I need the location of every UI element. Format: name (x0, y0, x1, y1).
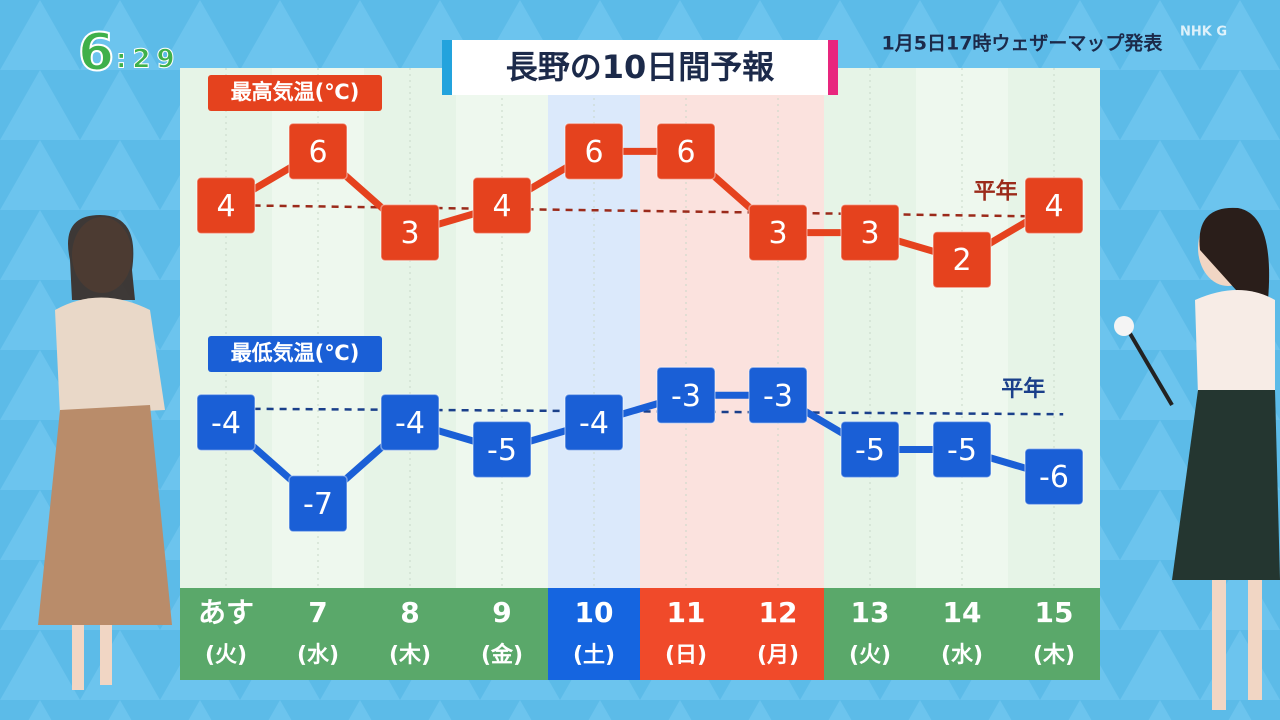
value-label: 3 (860, 216, 879, 251)
category-cell (548, 588, 640, 680)
weekday-label: (日) (665, 643, 707, 668)
value-label: -4 (579, 406, 609, 441)
title-accent (442, 40, 452, 95)
value-label: -6 (1039, 460, 1069, 495)
value-label: 4 (492, 189, 511, 224)
value-box (748, 203, 808, 262)
value-label: -4 (211, 406, 241, 441)
legend-box (208, 75, 382, 111)
x-tick-label: 13 (851, 596, 890, 629)
x-tick-label: 10 (575, 596, 614, 629)
series-line (224, 147, 1056, 264)
weekday-label: (火) (849, 643, 891, 668)
value-box (1024, 447, 1084, 506)
value-box (840, 203, 900, 262)
category-cell (640, 588, 732, 680)
value-box (288, 474, 348, 533)
chart: あす (火) 7 (水) 8 (木) 9 (金) 10 (土) 11 (日) 12 (月) 13 (火) 14 (… (196, 75, 1084, 668)
category-cell (916, 588, 1008, 680)
value-box (196, 176, 256, 235)
category-cell (824, 588, 916, 680)
category-cell (1008, 588, 1100, 680)
value-label: -3 (671, 379, 701, 414)
chart-title: 長野の10日間予報 (506, 48, 775, 86)
weekday-label: (火) (205, 643, 247, 668)
value-label: -5 (947, 433, 977, 468)
issued-time: 1月5日17時ウェザーマップ発表 (882, 32, 1164, 55)
value-box (380, 393, 440, 452)
clock-hour: 6 (78, 23, 114, 83)
legend-label: 最高気温(℃) (231, 80, 360, 104)
value-box (656, 122, 716, 181)
value-label: 3 (768, 216, 787, 251)
title-box (442, 40, 838, 95)
value-label: -4 (395, 406, 425, 441)
presenter-right (1114, 207, 1280, 710)
legend-box (208, 336, 382, 372)
value-box (1024, 176, 1084, 235)
x-tick-label: 7 (308, 596, 327, 629)
presenter-left (38, 215, 172, 690)
value-label: 4 (216, 189, 235, 224)
x-tick-label: 8 (400, 596, 419, 629)
value-box (196, 393, 256, 452)
value-box (932, 230, 992, 289)
x-tick-label: あす (198, 596, 254, 629)
value-label: 6 (584, 135, 603, 170)
clock-minutes: :29 (116, 45, 181, 75)
weekday-label: (水) (941, 643, 983, 668)
value-box (564, 122, 624, 181)
weekday-label: (木) (1033, 643, 1075, 668)
weekday-label: (木) (389, 643, 431, 668)
value-box (380, 203, 440, 262)
value-box (472, 420, 532, 479)
series-line (223, 391, 1055, 509)
category-cell (364, 588, 456, 680)
value-label: 6 (308, 135, 327, 170)
value-label: -5 (855, 433, 885, 468)
value-label: 2 (952, 243, 971, 278)
normal-label: 平年 (974, 178, 1018, 204)
value-label: -3 (763, 379, 793, 414)
x-tick-label: 14 (943, 596, 982, 629)
value-label: 4 (1044, 189, 1063, 224)
category-cell (180, 588, 272, 680)
value-box (932, 420, 992, 479)
value-label: 6 (676, 135, 695, 170)
value-box (840, 420, 900, 479)
x-tick-label: 12 (759, 596, 798, 629)
title-accent (828, 40, 838, 95)
value-box (656, 366, 716, 425)
value-box (748, 366, 808, 425)
x-tick-label: 11 (667, 596, 706, 629)
value-box (472, 176, 532, 235)
weekday-label: (水) (297, 643, 339, 668)
value-box (564, 393, 624, 452)
weekday-label: (金) (481, 642, 523, 668)
category-cell (272, 588, 364, 680)
value-label: -7 (303, 487, 333, 522)
category-cell (456, 588, 548, 680)
weekday-label: (月) (757, 643, 799, 668)
value-label: 3 (400, 216, 419, 251)
x-tick-label: 15 (1035, 596, 1074, 629)
normal-label: 平年 (1001, 376, 1045, 402)
brand: NHK G (1180, 25, 1227, 40)
value-box (288, 122, 348, 181)
x-tick-label: 9 (492, 596, 511, 629)
legend-label: 最低気温(℃) (231, 341, 360, 365)
weekday-label: (土) (573, 643, 615, 668)
category-cell (732, 588, 824, 680)
value-label: -5 (487, 433, 517, 468)
